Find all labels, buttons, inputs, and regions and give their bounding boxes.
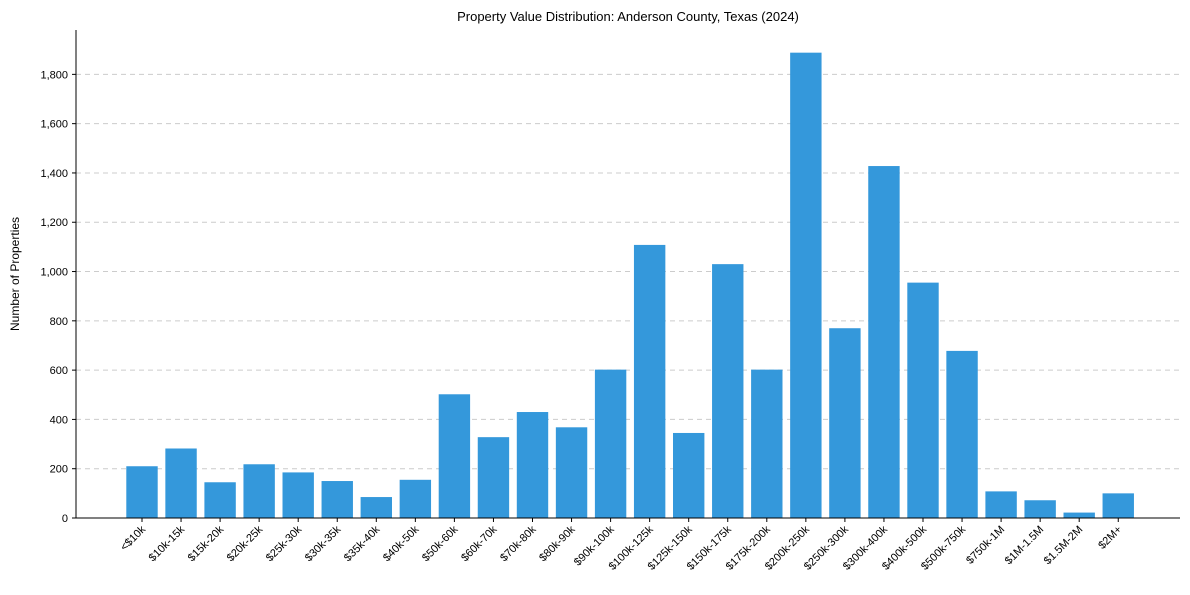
x-tick-label: $50k-60k: [420, 523, 461, 564]
x-tick-label: <$10k: [118, 523, 148, 553]
bar: [282, 472, 314, 518]
bar: [204, 482, 236, 518]
bar: [555, 427, 588, 518]
x-tick-label: $30k-35k: [303, 523, 344, 564]
y-tick-label: 800: [50, 316, 68, 328]
bar: [126, 466, 158, 518]
bar: [751, 369, 783, 518]
x-tick-label: $60k-70k: [459, 523, 500, 564]
x-tick-label: $750k-1M: [964, 524, 1007, 567]
bar: [321, 481, 353, 518]
x-tick-label: $40k-50k: [381, 523, 422, 564]
x-tick-label: $80k-90k: [537, 523, 578, 564]
grid-lines: [76, 73, 1180, 470]
y-tick-label: 1,000: [40, 267, 68, 279]
bar: [360, 497, 392, 518]
bar: [907, 282, 939, 518]
bar: [1102, 493, 1134, 518]
y-ticks: 0 200 400 600 800 1,000 1,200 1,400 1,600 1,800: [40, 69, 76, 525]
bar: [438, 394, 471, 518]
y-tick-label: 1,600: [40, 119, 68, 131]
y-tick-label: 0: [62, 513, 68, 525]
y-tick-label: 1,200: [40, 217, 68, 229]
bar: [516, 412, 549, 518]
bar: [1063, 512, 1095, 518]
bar: [1024, 500, 1056, 518]
x-tick-label: $15k-20k: [186, 523, 227, 564]
bar: [243, 464, 275, 518]
y-tick-label: 1,400: [40, 168, 68, 180]
bar: [985, 491, 1017, 518]
bar: [790, 52, 822, 519]
x-tick-label: $1M-1.5M: [1003, 524, 1047, 568]
y-tick-label: 1,800: [40, 69, 68, 81]
axes: [75, 30, 1180, 519]
x-tick-label: $70k-80k: [498, 523, 539, 564]
bar: [868, 166, 900, 519]
x-tick-label: $35k-40k: [342, 523, 383, 564]
y-tick-label: 600: [50, 365, 68, 377]
x-tick-label: $1.5M-2M: [1042, 524, 1086, 568]
x-tick-label: $10k-15k: [147, 523, 188, 564]
x-tick-label: $20k-25k: [225, 523, 266, 564]
bar: [673, 432, 705, 518]
bars: [126, 52, 1134, 519]
x-tick-label: $2M+: [1096, 524, 1124, 552]
bar: [712, 264, 744, 518]
bar: [165, 448, 197, 518]
bar: [399, 479, 432, 518]
y-axis-label: Number of Properties: [8, 217, 22, 331]
x-ticks: <$10k$10k-15k$15k-20k$20k-25k$25k-30k$30…: [118, 518, 1124, 573]
bar: [594, 369, 627, 518]
bar: [829, 328, 861, 518]
bar: [477, 437, 510, 518]
chart-title: Property Value Distribution: Anderson Co…: [457, 9, 799, 24]
y-tick-label: 200: [50, 464, 68, 476]
y-tick-label: 400: [50, 414, 68, 426]
bar: [633, 244, 666, 518]
bar: [946, 350, 978, 518]
x-tick-label: $25k-30k: [264, 523, 305, 564]
